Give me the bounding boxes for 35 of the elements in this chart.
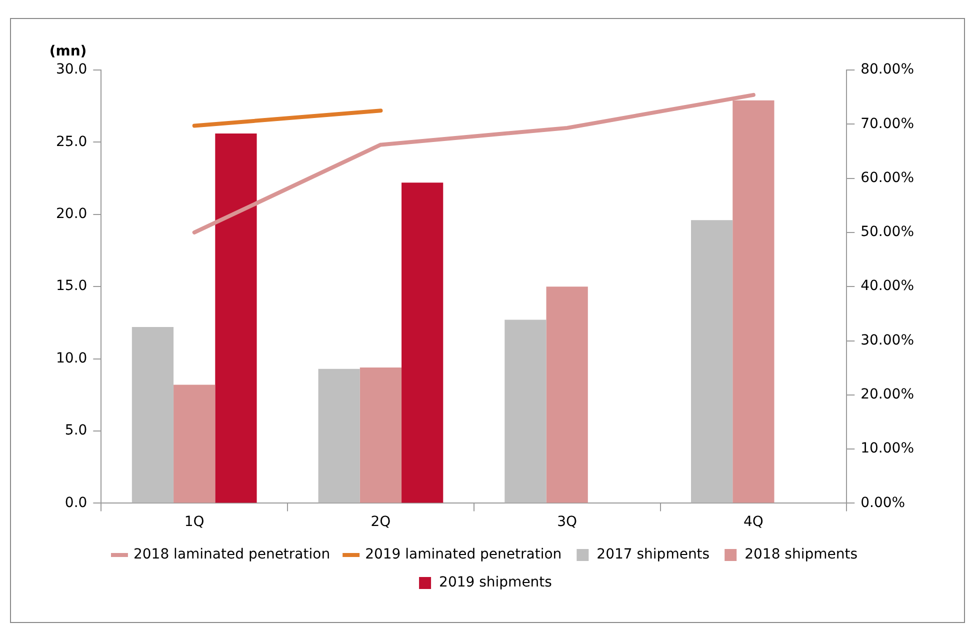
x-tick-label: 2Q (370, 514, 391, 530)
y-tick-label: 0.0 (64, 494, 88, 511)
y2-tick-label: 60.00% (860, 170, 914, 186)
bar (215, 134, 257, 503)
y-tick-label: 15.0 (56, 278, 88, 294)
y-tick-label: 30.0 (56, 62, 88, 78)
bar (174, 384, 216, 503)
legend-label: 2019 shipments (439, 574, 552, 591)
y2-tick-label: 70.00% (860, 116, 914, 132)
bar (691, 220, 733, 503)
y2-tick-label: 20.00% (860, 386, 914, 403)
bar (360, 367, 402, 503)
y2-tick-label: 40.00% (860, 278, 914, 294)
x-tick-label: 4Q (743, 514, 764, 530)
y2-tick-label: 80.00% (860, 62, 914, 78)
legend-label: 2018 laminated penetration (133, 546, 330, 563)
bar (504, 320, 546, 503)
x-tick-label: 3Q (557, 514, 578, 530)
y-tick-label: 10.0 (56, 350, 88, 366)
y-axis-title: (mn) (49, 44, 87, 60)
y2-tick-label: 0.00% (860, 494, 906, 511)
bar (546, 286, 588, 503)
legend-label: 2017 shipments (596, 546, 710, 563)
y-tick-label: 25.0 (56, 134, 88, 150)
legend-label: 2018 shipments (744, 546, 858, 563)
bar (132, 327, 174, 503)
bar (402, 182, 444, 503)
bar (318, 368, 360, 503)
y2-tick-label: 30.00% (860, 332, 914, 348)
y2-tick-label: 50.00% (860, 224, 914, 240)
y-tick-label: 5.0 (64, 422, 88, 439)
y2-tick-label: 10.00% (860, 440, 914, 457)
legend-label: 2019 laminated penetration (365, 546, 562, 563)
y-tick-label: 20.0 (56, 206, 88, 222)
x-tick-label: 1Q (184, 514, 204, 530)
